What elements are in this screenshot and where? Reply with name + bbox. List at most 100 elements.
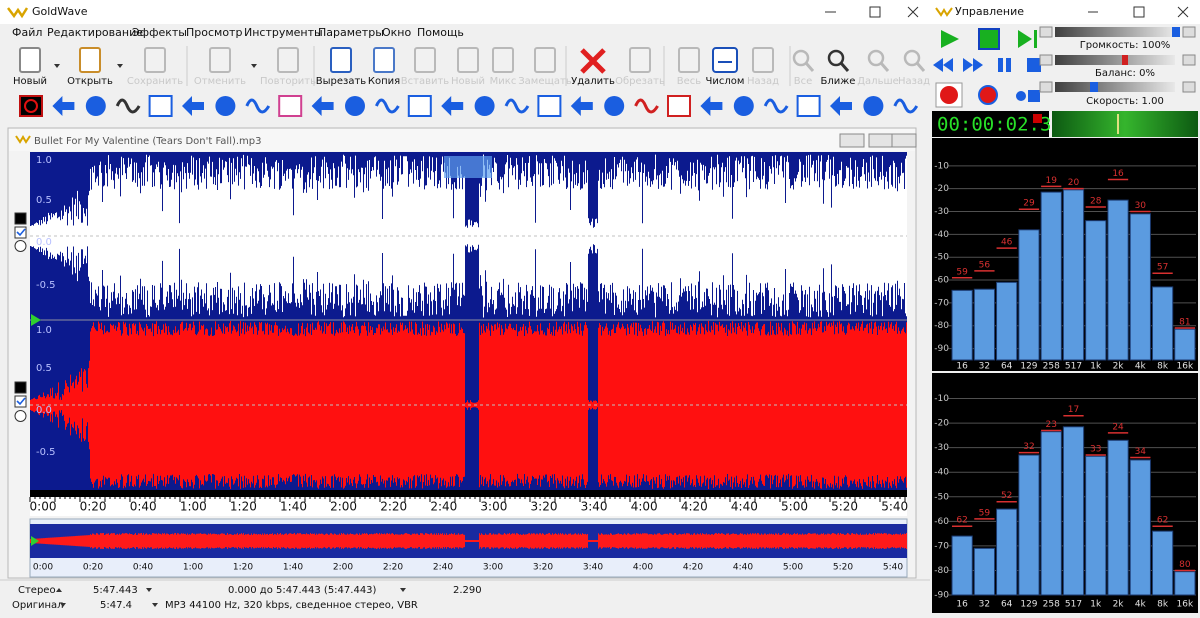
status-text: 0.000 до 5:47.443 (5:47.443) (228, 585, 377, 596)
effect-button[interactable] (504, 98, 530, 114)
control-close[interactable] (1177, 6, 1189, 18)
effect-button[interactable] (537, 95, 562, 117)
effect-icon (148, 95, 173, 117)
toolbar-button[interactable]: Числом (706, 47, 745, 87)
effect-icon (441, 96, 464, 116)
balance-slider[interactable] (1055, 55, 1175, 65)
slider-plus[interactable] (1182, 81, 1196, 93)
effect-button[interactable] (634, 98, 659, 114)
effect-button[interactable] (733, 96, 754, 116)
menu-item[interactable]: Параметры (318, 26, 384, 39)
monitor-check[interactable] (1028, 90, 1040, 102)
effect-button[interactable] (407, 95, 432, 117)
effect-button[interactable] (441, 96, 464, 116)
record-selection-button[interactable] (978, 85, 998, 105)
volume-knob[interactable] (1172, 27, 1180, 37)
control-maximize[interactable] (1133, 6, 1145, 18)
speed-slider[interactable] (1055, 82, 1175, 92)
effect-button[interactable] (604, 96, 625, 116)
effect-button[interactable] (667, 95, 691, 117)
sound-minimize[interactable] (839, 133, 865, 148)
channel-check[interactable] (14, 226, 27, 239)
menu-item[interactable]: Помощь (417, 26, 464, 39)
effect-button[interactable] (311, 96, 334, 116)
toolbar-button[interactable]: Открыть (67, 47, 113, 87)
effect-button[interactable] (278, 95, 303, 117)
amplitude-label: -0.5 (36, 280, 56, 291)
effect-button[interactable] (148, 95, 173, 117)
x-tick-label: 1k (1090, 600, 1102, 610)
sound-close[interactable] (891, 133, 917, 148)
menu-item[interactable]: Файл (12, 26, 42, 39)
menu-item[interactable]: Просмотр (186, 26, 242, 39)
volume-slider[interactable] (1055, 27, 1175, 37)
effect-button[interactable] (893, 98, 919, 114)
slider-plus[interactable] (1182, 54, 1196, 66)
zoom-widget[interactable] (444, 156, 492, 178)
effect-button[interactable] (796, 95, 821, 117)
y-tick-label: -70 (934, 541, 949, 551)
toolbar-button[interactable]: Ближе (821, 49, 856, 87)
toolbar-button[interactable]: Новый (13, 47, 47, 87)
effect-button[interactable] (474, 96, 495, 116)
slider-minus[interactable] (1039, 81, 1053, 93)
menu-item[interactable]: Инструменты (244, 26, 323, 39)
toolbar-button[interactable]: Микс (490, 47, 517, 87)
rewind-button[interactable] (933, 58, 953, 72)
toolbar-button[interactable]: Сохранить (127, 47, 183, 87)
effect-button[interactable] (245, 98, 271, 114)
menu-item[interactable]: Редактирование (47, 26, 143, 39)
toolbar-button[interactable]: Новый (451, 47, 485, 87)
toolbar-button[interactable]: Все (792, 49, 815, 87)
effect-button[interactable] (182, 96, 204, 116)
toolbar-button[interactable]: Копия (368, 47, 400, 87)
toolbar-button[interactable]: Вставить (401, 47, 450, 87)
play-to-end-button[interactable] (1018, 30, 1037, 48)
stop-button[interactable] (1027, 58, 1041, 72)
play-selection-button[interactable] (978, 28, 1000, 50)
balance-knob[interactable] (1122, 55, 1128, 65)
toolbar-button[interactable]: Назад (898, 49, 930, 87)
toolbar-button[interactable]: Обрезать (615, 47, 665, 87)
slider-minus[interactable] (1039, 26, 1053, 38)
effect-button[interactable] (345, 96, 365, 116)
toolbar-button[interactable]: Удалить (571, 48, 615, 87)
effect-button[interactable] (700, 96, 723, 116)
time-label: 5:40 (881, 500, 908, 514)
effect-button[interactable] (85, 96, 106, 116)
effect-button[interactable] (863, 96, 884, 116)
toolbar-label: Дальше (857, 76, 899, 87)
toolbar-button[interactable]: Дальше (857, 49, 899, 87)
toolbar-button[interactable]: Весь (677, 47, 702, 87)
effect-button[interactable] (19, 95, 43, 117)
forward-button[interactable] (963, 58, 983, 72)
effect-button[interactable] (830, 96, 852, 116)
toolbar-button[interactable]: Назад (747, 47, 779, 87)
pause-button[interactable] (998, 58, 1011, 72)
effect-button[interactable] (570, 96, 593, 116)
amplitude-label: 0.5 (36, 363, 52, 374)
effect-button[interactable] (215, 96, 236, 116)
slider-minus[interactable] (1039, 54, 1053, 66)
close-button[interactable] (907, 6, 919, 18)
effect-button[interactable] (763, 98, 789, 114)
channel-solo[interactable] (14, 410, 27, 422)
menu-item[interactable]: Окно (382, 26, 411, 39)
effect-button[interactable] (375, 98, 400, 114)
toolbar-button[interactable]: Отменить (194, 47, 246, 87)
speed-knob[interactable] (1090, 82, 1098, 92)
toolbar-button[interactable]: Вырезать (316, 47, 367, 87)
effect-button[interactable] (115, 98, 141, 114)
play-button[interactable] (941, 30, 959, 48)
effect-button[interactable] (52, 96, 75, 116)
menu-item[interactable]: Эффекты (132, 26, 187, 39)
maximize-button[interactable] (869, 6, 881, 18)
monitor-button[interactable] (1016, 91, 1026, 101)
channel-check[interactable] (14, 395, 27, 408)
slider-plus[interactable] (1182, 26, 1196, 38)
sound-maximize[interactable] (868, 133, 894, 148)
toolbar-button[interactable]: Повторить (260, 47, 316, 87)
toolbar-button[interactable]: Замещать (518, 47, 572, 87)
record-button[interactable] (940, 86, 958, 104)
channel-solo[interactable] (14, 240, 27, 252)
